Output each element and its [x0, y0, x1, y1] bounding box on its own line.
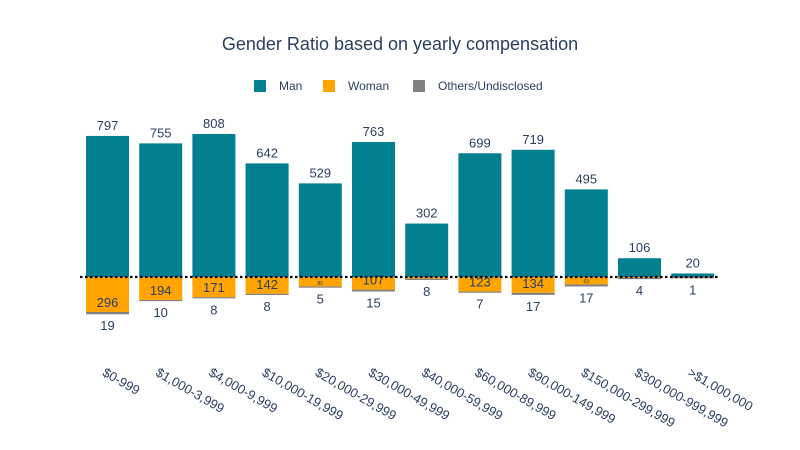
bar-others-2[interactable]: [192, 297, 236, 299]
bar-woman-9[interactable]: [564, 277, 608, 285]
label-others-2: 8: [210, 302, 217, 317]
legend-swatch-2[interactable]: [413, 80, 425, 92]
bar-woman-3[interactable]: [245, 277, 289, 294]
label-woman-7: 123: [469, 275, 491, 290]
bar-others-10[interactable]: [618, 277, 661, 280]
label-man-5: 763: [363, 124, 385, 139]
series-man: [86, 134, 715, 277]
bar-others-6[interactable]: [405, 278, 449, 280]
bar-woman-2[interactable]: [192, 277, 236, 298]
bar-woman-8[interactable]: [511, 277, 555, 293]
label-others-11: 1: [689, 282, 696, 297]
bar-others-1[interactable]: [139, 299, 183, 302]
label-others-4: 5: [317, 292, 324, 307]
tick-label-0: $0-999: [100, 365, 143, 398]
bar-man-3[interactable]: [245, 163, 289, 277]
bar-woman-5[interactable]: [352, 277, 395, 290]
legend-swatch-1[interactable]: [323, 80, 335, 92]
bar-man-10[interactable]: [618, 258, 661, 277]
series-woman: [86, 277, 715, 312]
label-man-1: 755: [150, 125, 172, 140]
tick-label-10: $300,000-999,999: [632, 365, 731, 431]
bar-man-6[interactable]: [405, 223, 449, 277]
label-man-11: 20: [685, 255, 699, 270]
bar-man-8[interactable]: [511, 149, 555, 277]
label-man-2: 808: [203, 116, 225, 131]
label-others-10: 4: [636, 283, 643, 298]
bar-man-9[interactable]: [564, 189, 608, 277]
bar-others-5[interactable]: [352, 289, 395, 292]
label-woman-2: 171: [203, 280, 225, 295]
label-others-0: 19: [100, 318, 114, 333]
label-woman-4: 80: [318, 281, 324, 287]
label-man-8: 719: [522, 132, 544, 147]
label-man-3: 642: [256, 145, 278, 160]
label-others-3: 8: [263, 299, 270, 314]
bar-woman-1[interactable]: [139, 277, 183, 300]
legend[interactable]: Man Woman Others/Undisclosed: [254, 79, 543, 93]
label-others-6: 8: [423, 284, 430, 299]
bar-woman-10[interactable]: [618, 277, 661, 278]
legend-label-0[interactable]: Man: [279, 79, 302, 93]
bar-man-5[interactable]: [352, 141, 395, 277]
bar-others-8[interactable]: [511, 292, 555, 295]
bar-woman-0[interactable]: [86, 277, 129, 312]
label-woman-1: 194: [150, 283, 172, 298]
label-man-6: 302: [416, 206, 438, 221]
label-woman-0: 296: [97, 295, 119, 310]
bar-man-0[interactable]: [86, 135, 129, 277]
label-woman-3: 142: [256, 277, 278, 292]
label-woman-9: 63: [584, 279, 590, 285]
bar-man-7[interactable]: [458, 153, 502, 277]
bar-others-7[interactable]: [458, 291, 502, 293]
label-man-9: 495: [575, 171, 597, 186]
bar-others-0[interactable]: [86, 312, 129, 315]
tick-label-9: $150,000-299,999: [579, 365, 678, 431]
label-woman-5: 107: [363, 273, 385, 288]
legend-label-2[interactable]: Others/Undisclosed: [438, 79, 543, 93]
bar-man-1[interactable]: [139, 143, 183, 277]
label-others-7: 7: [476, 297, 483, 312]
chart-title: Gender Ratio based on yearly compensatio…: [222, 34, 578, 54]
label-others-5: 15: [366, 295, 380, 310]
bar-man-2[interactable]: [192, 134, 236, 277]
label-woman-8: 134: [522, 276, 544, 291]
bar-woman-7[interactable]: [458, 277, 502, 292]
label-man-0: 797: [97, 118, 119, 133]
bar-man-11[interactable]: [671, 273, 715, 277]
bar-others-4[interactable]: [298, 286, 342, 288]
bar-others-9[interactable]: [564, 284, 608, 287]
data-labels: 7972961975519410808171864214285298057631…: [97, 116, 700, 333]
x-axis-tick-labels: $0-999 $1,000-3,999$4,000-9,999$10,000-19…: [100, 365, 756, 431]
label-others-9: 17: [579, 290, 593, 305]
label-man-7: 699: [469, 135, 491, 150]
legend-label-1[interactable]: Woman: [348, 79, 389, 93]
bar-woman-4[interactable]: [298, 277, 342, 287]
label-others-8: 17: [526, 299, 540, 314]
label-man-10: 106: [629, 240, 651, 255]
legend-swatch-0[interactable]: [254, 80, 266, 92]
label-woman-6: 15: [424, 273, 430, 279]
bar-others-3[interactable]: [245, 293, 289, 295]
series-others: [86, 277, 715, 315]
bar-others-11[interactable]: [671, 277, 715, 279]
label-others-1: 10: [153, 305, 167, 320]
label-man-4: 529: [309, 165, 331, 180]
bar-man-4[interactable]: [298, 183, 342, 277]
